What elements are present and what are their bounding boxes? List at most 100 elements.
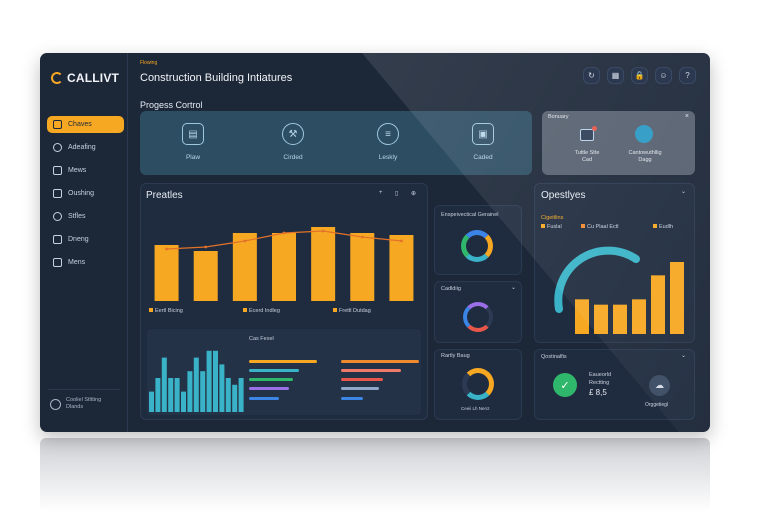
summary-panel: Bonuary × Tuttle Stte Cad Cantowuthllig … [542,111,695,175]
chevron-down-icon[interactable]: ⌄ [511,285,517,291]
bar [200,371,206,412]
summary-title: Bonuary [548,114,569,120]
progress-bar [341,387,379,390]
bar [174,378,180,412]
briefcase-icon [53,189,62,198]
sidebar-item-oushing[interactable]: Oushing [47,185,124,202]
line-point [243,239,247,243]
donut-chart [462,368,494,400]
hammer-icon: ≡ [377,123,399,145]
completion-line2: Rectting [589,380,610,386]
bar [632,299,646,334]
bar [168,378,174,412]
shield-icon [53,212,62,221]
progress-bar [249,397,279,400]
check-icon: ✓ [553,373,577,397]
add-icon[interactable]: + [379,190,383,196]
bar [389,235,414,301]
sidebar-nav: Chaves Adeafing Mews Oushing Stfles Dnen… [47,116,124,277]
progress-control-title: Progess Cortrol [140,100,203,110]
bar [238,378,244,412]
chat-icon [53,166,62,175]
help-button[interactable]: ? [679,67,696,84]
refresh-button[interactable]: ↻ [583,67,600,84]
header-toolbar: ↻ ▦ 🔒 ☺ ? [583,67,696,84]
progress-control-panel: ▤ Plaw ⚒ Cirded ≡ Leskly ▣ Caded [140,111,532,175]
summary-item-a-line2: Cad [581,157,593,163]
legend-label: Eertl Bicing [155,308,183,314]
summary-item-a-line1: Tuttle Stte [574,150,600,156]
practies-bar-line-chart [154,227,414,301]
lock-button[interactable]: 🔒 [631,67,648,84]
app-logo: CALLIVT [51,71,119,85]
legend-item: Ecerd Indleg [243,308,280,314]
gerainel-card: Enspeivectical Gerainel [434,205,522,275]
refresh-icon: ↻ [588,71,595,80]
clipboard-icon: ▤ [182,123,204,145]
progress-bar [249,387,289,390]
calendar-icon[interactable] [580,129,594,141]
sidebar-divider [48,389,120,390]
chevron-down-icon[interactable]: ⌄ [681,189,687,195]
opestyles-subtitle: Cigeitlins [541,215,564,221]
bar [155,378,161,412]
bar [232,384,238,412]
legend-item: Eudlh [653,224,673,230]
bar [225,378,231,412]
avatar-icon [50,398,61,410]
cloud-label: Orggetiegl [645,402,669,408]
sidebar-item-label: Mens [68,259,86,266]
grid-icon: ▦ [611,71,620,80]
summary-item-b-label: Cantowuthllig Dagg [622,150,668,164]
completion-value: £ 8,5 [589,388,607,397]
sidebar-item-mews[interactable]: Mews [47,162,124,179]
progress-item-label: Cirded [283,154,303,161]
clock-icon[interactable] [635,125,653,143]
user-button[interactable]: ☺ [655,67,672,84]
opestyles-arc-bar-chart [554,246,684,334]
sidebar-item-label: Oushing [68,190,95,197]
bar [161,357,167,412]
legend-label: Cu Plaal Ectl [587,224,619,230]
sidebar-user[interactable]: Cooliel Stltting Dlands [50,397,101,411]
legend-label: Frettl Dutdag [339,308,371,314]
chevron-down-icon[interactable]: ⌄ [681,353,687,359]
bar-list-label: Cas Fexel [249,336,274,342]
completion-line1: Eaueorld [589,372,612,378]
progress-item-leskly[interactable]: ≡ Leskly [358,123,418,161]
progress-item-label: Plaw [185,154,201,161]
grid-button[interactable]: ▦ [607,67,624,84]
sidebar-item-label: Stfles [68,213,86,220]
bar [232,233,257,301]
sidebar-user-name: Cooliel Stltting [66,397,102,403]
legend-label: Eudlh [659,224,674,230]
sidebar-item-stfles[interactable]: Stfles [47,208,124,225]
cadldiig-card: Cadldiig ⌄ [434,281,522,343]
cloud-icon[interactable]: ☁ [649,375,670,396]
sidebar-item-adeafing[interactable]: Adeafing [47,139,124,156]
logo-icon [51,72,63,84]
sidebar-item-mens[interactable]: Mens [47,254,124,271]
progress-item-plaw[interactable]: ▤ Plaw [163,123,223,161]
legend-swatch [243,308,247,312]
dashboard-window: CALLIVT Chaves Adeafing Mews Oushing Stf… [40,53,710,432]
settings-icon[interactable]: ⊕ [411,191,417,197]
legend-item: Fuslal [541,224,562,230]
sidebar-item-dneng[interactable]: Dneng [47,231,124,248]
bar [670,262,684,334]
screen-reflection [40,438,710,512]
line-point [360,235,364,239]
bar [594,304,608,334]
opestyles-title: Opestlyes [541,190,586,201]
practies-title: Preatles [146,190,183,201]
panel-icon[interactable]: ▯ [395,191,399,197]
legend-swatch [541,224,545,228]
document-icon [53,235,62,244]
progress-item-cirded[interactable]: ⚒ Cirded [263,123,323,161]
summary-item-b-line1: Cantowuthllig [628,150,662,156]
bar [193,251,218,301]
close-icon[interactable]: × [684,113,689,120]
sidebar-item-chaves[interactable]: Chaves [47,116,124,133]
progress-item-caded[interactable]: ▣ Caded [453,123,513,161]
legend-label: Ecerd Indleg [249,308,280,314]
